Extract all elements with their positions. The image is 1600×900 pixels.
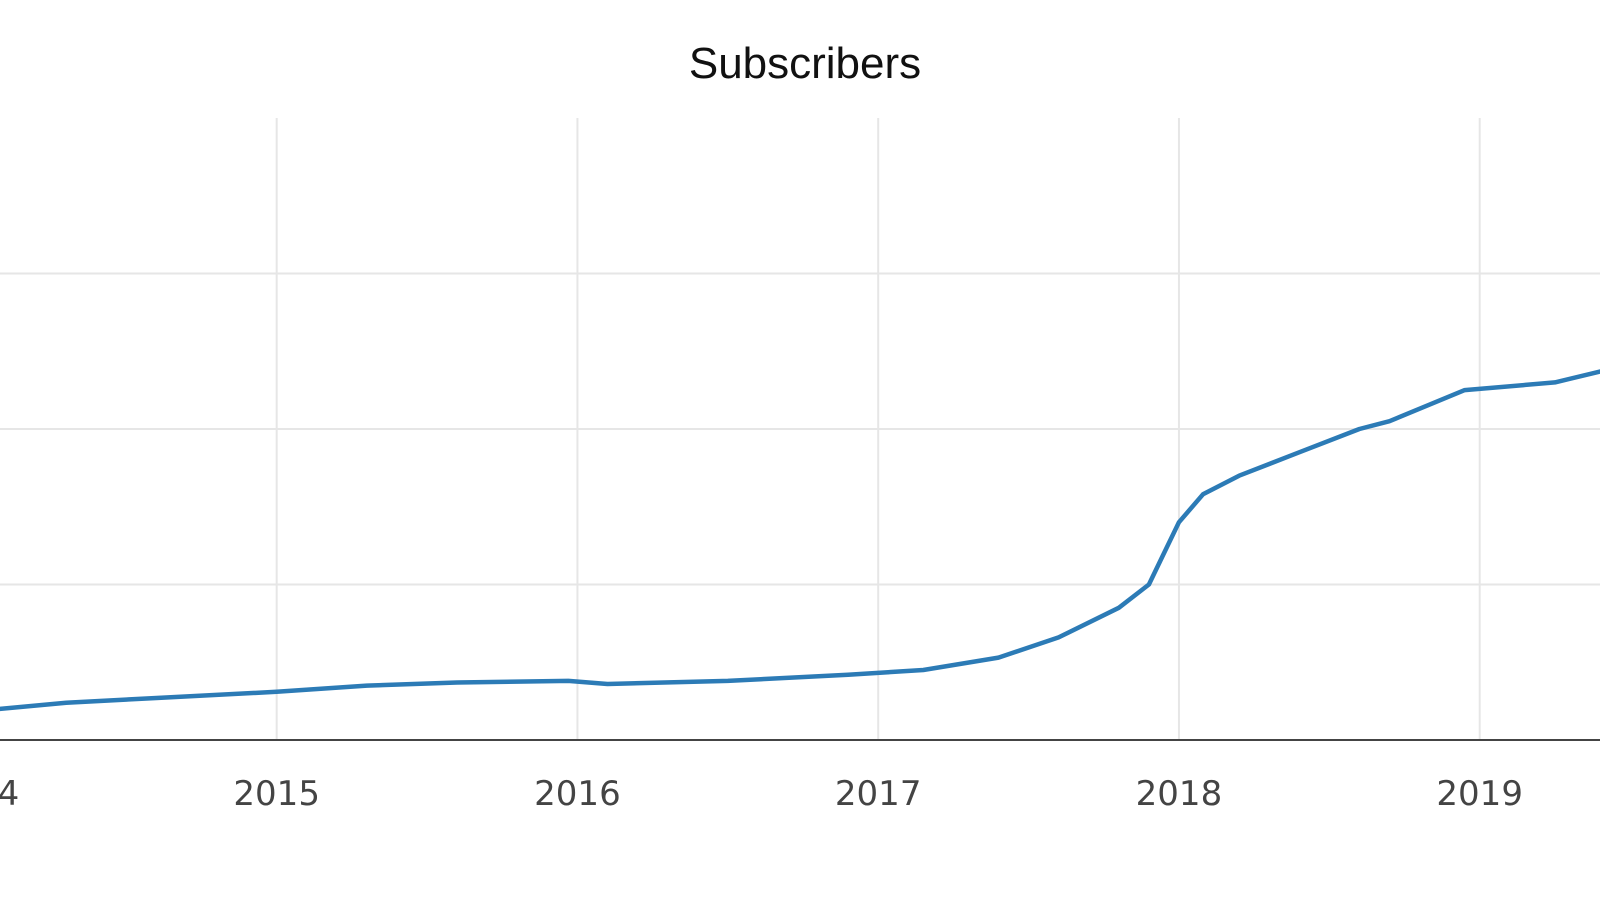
chart-title: Subscribers xyxy=(689,39,921,88)
x-tick-labels: 2014 2015 2016 2017 2018 2019 xyxy=(0,774,1523,814)
x-tick-label-2019: 2019 xyxy=(1436,774,1523,814)
x-tick-label-2016: 2016 xyxy=(534,774,621,814)
x-tick-label-2014: 2014 xyxy=(0,774,19,814)
series-layer xyxy=(0,369,1600,712)
x-tick-label-2017: 2017 xyxy=(835,774,922,814)
gridlines xyxy=(0,118,1600,740)
x-tick-label-2018: 2018 xyxy=(1136,774,1223,814)
series-line-0 xyxy=(0,369,1600,712)
x-tick-label-2015: 2015 xyxy=(233,774,320,814)
